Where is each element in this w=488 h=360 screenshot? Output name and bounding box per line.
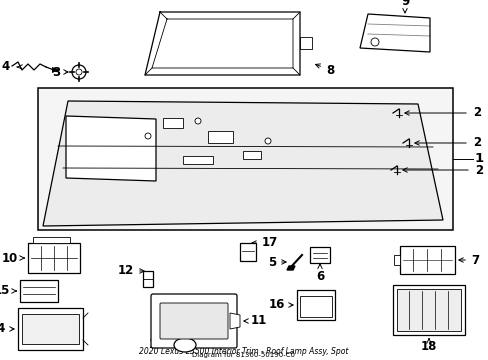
Circle shape	[370, 38, 378, 46]
Text: 9: 9	[400, 0, 408, 8]
Text: 7: 7	[458, 253, 478, 266]
Bar	[20, 280, 58, 302]
Text: 1: 1	[474, 153, 483, 166]
Text: 18: 18	[420, 341, 436, 354]
Text: 11: 11	[244, 315, 266, 328]
Bar	[18, 308, 83, 350]
Bar	[243, 151, 261, 159]
Circle shape	[145, 133, 151, 139]
Circle shape	[76, 69, 82, 75]
Bar	[299, 296, 331, 317]
Text: 17: 17	[251, 237, 278, 249]
Bar	[240, 243, 256, 261]
Bar	[142, 271, 153, 287]
Circle shape	[195, 118, 201, 124]
Ellipse shape	[174, 338, 196, 352]
FancyBboxPatch shape	[160, 303, 227, 339]
Text: 4: 4	[2, 59, 10, 72]
Bar	[396, 289, 460, 331]
Text: 6: 6	[315, 264, 324, 284]
Bar	[296, 290, 334, 320]
Polygon shape	[52, 67, 60, 73]
Bar	[207, 131, 232, 143]
Bar	[299, 37, 311, 49]
Bar	[163, 118, 183, 128]
Text: 3: 3	[52, 66, 68, 78]
Text: 10: 10	[2, 252, 24, 265]
Circle shape	[72, 65, 86, 79]
FancyBboxPatch shape	[151, 294, 237, 348]
Bar	[393, 255, 399, 265]
Bar	[183, 156, 213, 164]
Polygon shape	[229, 313, 240, 329]
Polygon shape	[43, 101, 442, 226]
Polygon shape	[286, 266, 294, 270]
Text: 2: 2	[472, 136, 480, 149]
Text: 16: 16	[268, 298, 292, 311]
Text: 5: 5	[267, 256, 285, 269]
Bar	[309, 247, 329, 263]
Polygon shape	[359, 14, 429, 52]
Text: 2: 2	[474, 163, 482, 176]
Text: 12: 12	[118, 265, 144, 278]
Bar	[22, 314, 79, 344]
Text: Diagram for 81360-50190-C0: Diagram for 81360-50190-C0	[192, 352, 295, 358]
Text: 8: 8	[315, 63, 333, 77]
Text: 2020 Lexus LS500 Interior Trim - Roof Lamp Assy, Spot: 2020 Lexus LS500 Interior Trim - Roof La…	[139, 347, 348, 356]
Circle shape	[264, 138, 270, 144]
Bar	[28, 243, 80, 273]
Polygon shape	[66, 116, 156, 181]
Text: 14: 14	[0, 323, 14, 336]
Bar	[33, 237, 70, 243]
Text: 13: 13	[148, 338, 173, 351]
Bar	[399, 246, 454, 274]
Bar	[392, 285, 464, 335]
Text: 2: 2	[472, 107, 480, 120]
Bar	[38, 88, 452, 230]
Text: 15: 15	[0, 284, 16, 297]
